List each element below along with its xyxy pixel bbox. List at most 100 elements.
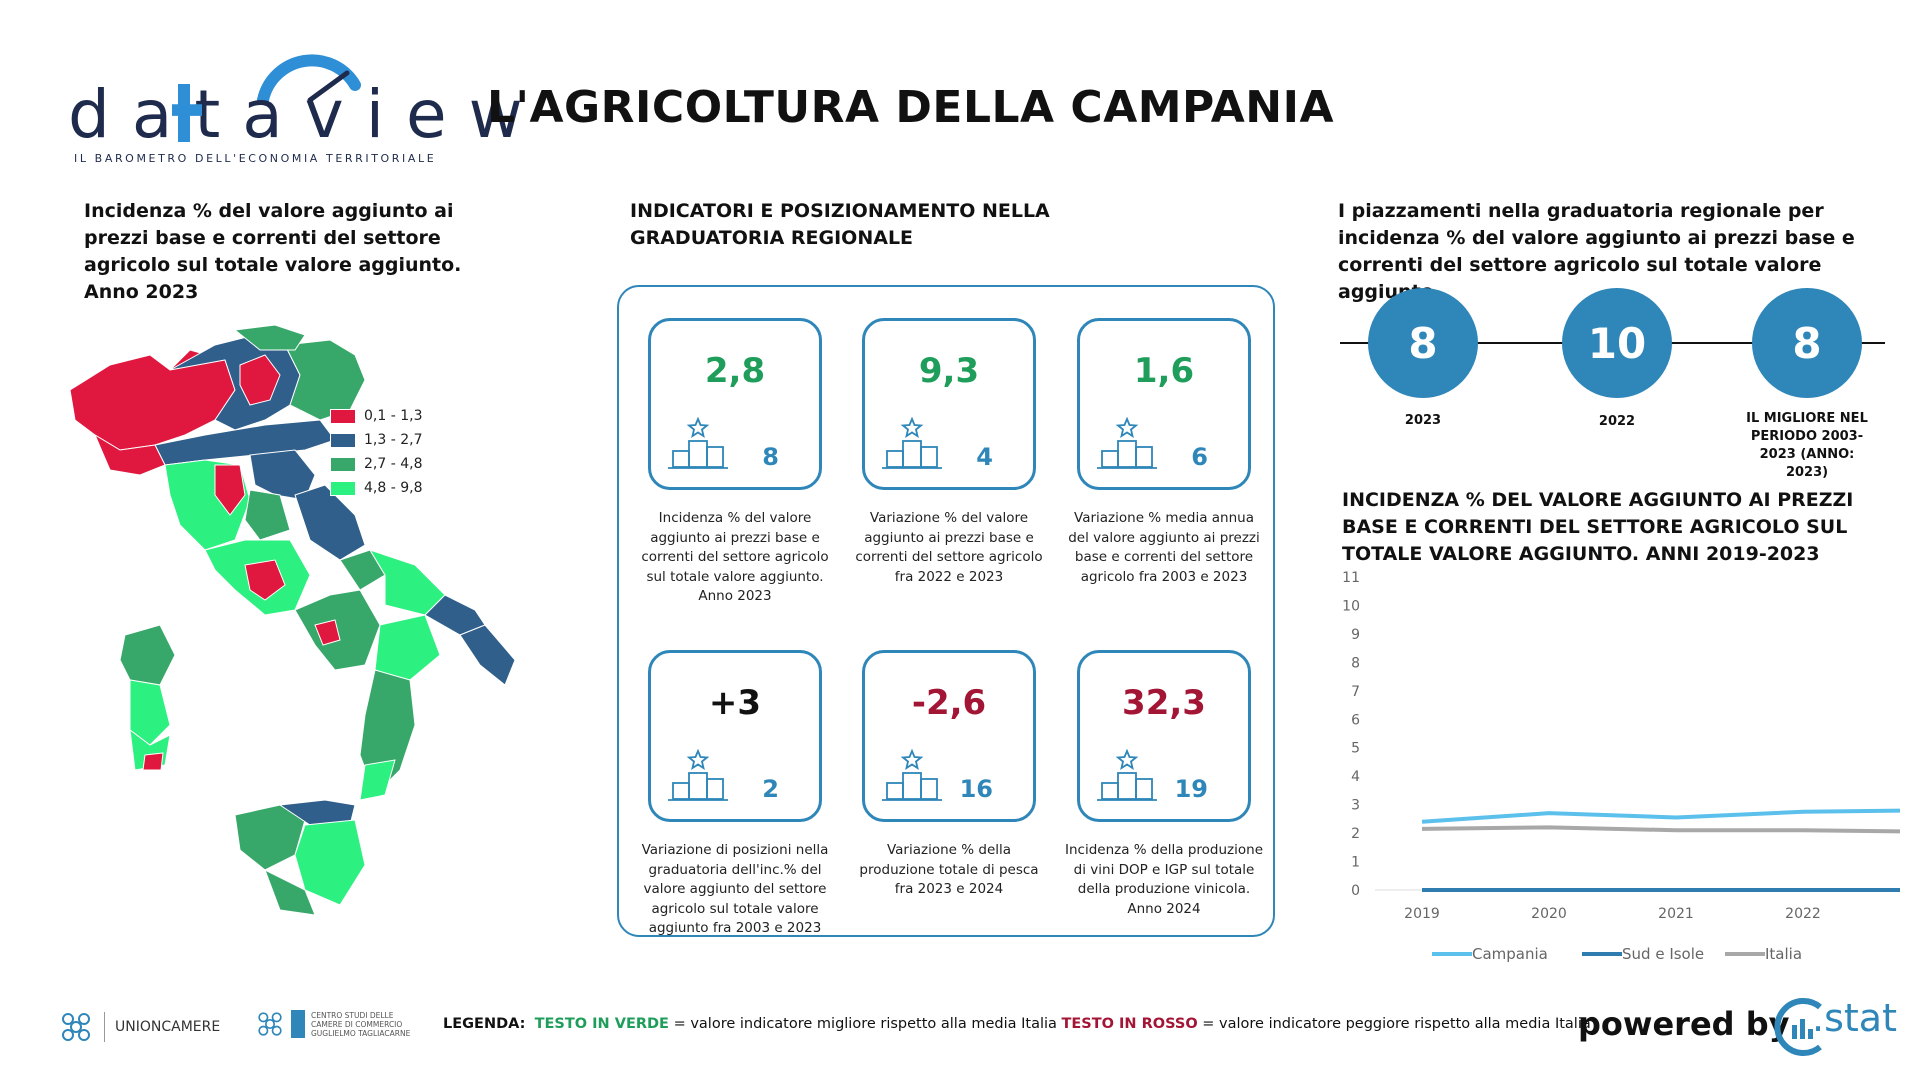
rank-label-2023: 2023: [1404, 413, 1442, 428]
y-tick-label: 7: [1351, 684, 1360, 700]
indicator-card: 2,8 8: [648, 318, 822, 490]
map-region-trentino: [233, 325, 306, 351]
map-region-naples: [314, 619, 341, 646]
indicator-rank: 4: [976, 443, 993, 471]
x-tick-label: 2020: [1531, 906, 1567, 922]
indicator-card: +3 2: [648, 650, 822, 822]
map-legend-item: 1,3 - 2,7: [330, 428, 422, 452]
indicator-value: 1,6: [1133, 351, 1195, 391]
rank-circle-2022: 10: [1562, 288, 1672, 398]
map-region-sicily-north: [278, 799, 356, 826]
map-legend-item: 0,1 - 1,3: [330, 404, 422, 428]
footer-green-text: TESTO IN VERDE: [534, 1016, 669, 1032]
tagliacarne-line: GUGLIELMO TAGLIACARNE: [311, 1028, 411, 1038]
map-region-cagliari: [142, 752, 164, 771]
indicator-description: Variazione % del valore aggiunto ai prez…: [855, 510, 1043, 585]
legend-label: Italia: [1765, 945, 1802, 963]
legend-label: Sud e Isole: [1622, 945, 1704, 963]
map-region-rome: [244, 559, 286, 601]
podium-icon: [1097, 749, 1157, 801]
map-region-salento: [459, 624, 516, 686]
indicator-value: 9,3: [918, 351, 980, 391]
y-tick-label: 10: [1342, 598, 1360, 614]
unioncamere-label: UNIONCAMERE: [115, 1019, 221, 1035]
y-tick-label: 11: [1342, 570, 1360, 586]
tagliacarne-t-icon: [291, 1010, 305, 1038]
map-region-sicily-south: [264, 868, 316, 916]
footer-red-text: TESTO IN ROSSO: [1061, 1016, 1198, 1032]
series-line-italia: [1421, 825, 1900, 834]
map-region-umbria: [244, 489, 291, 541]
rank-label-2022: 2022: [1598, 414, 1636, 429]
podium-icon: [668, 417, 728, 469]
indicator-value: +3: [708, 683, 762, 723]
tagliacarne-line: CAMERE DI COMMERCIO: [311, 1019, 403, 1029]
footer-legend: LEGENDA: TESTO IN VERDE = valore indicat…: [443, 1016, 1591, 1032]
legend-label: 4,8 - 9,8: [364, 480, 423, 496]
y-tick-label: 8: [1351, 655, 1360, 671]
map-region-tuscany-red: [214, 464, 246, 516]
legend-label: 0,1 - 1,3: [364, 408, 423, 424]
y-tick-label: 1: [1351, 855, 1360, 871]
map-region-puglia-north: [368, 549, 446, 616]
y-tick-label: 3: [1351, 798, 1360, 814]
legend-label: Campania: [1472, 945, 1548, 963]
legend-label: 1,3 - 2,7: [364, 432, 423, 448]
indicator-description: Incidenza % del valore aggiunto ai prezz…: [641, 510, 829, 604]
y-tick-label: 6: [1351, 712, 1360, 728]
map-legend-item: 4,8 - 9,8: [330, 476, 422, 500]
legend-swatch-light-green: [330, 480, 356, 496]
rank-label-best: IL MIGLIORE NEL PERIODO 2003-2023 (ANNO:…: [1746, 411, 1868, 480]
chart-title: INCIDENZA % DEL VALORE AGGIUNTO AI PREZZ…: [1342, 489, 1854, 565]
y-tick-label: 5: [1351, 741, 1360, 757]
map-region-sardinia-center: [129, 679, 171, 746]
indicator-description: Variazione di posizioni nella graduatori…: [641, 842, 829, 936]
legend-swatch-red: [330, 408, 356, 424]
indicator-description: Variazione % della produzione totale di …: [859, 842, 1039, 897]
indicator-value: -2,6: [911, 683, 987, 723]
y-tick-label: 0: [1351, 883, 1360, 899]
x-tick-label: 2019: [1404, 906, 1440, 922]
indicator-card: -2,6 16: [862, 650, 1036, 822]
indicator-description: Variazione % media annua del valore aggi…: [1068, 510, 1260, 585]
logo: [60, 40, 440, 170]
logo-subtitle: IL BAROMETRO DELL'ECONOMIA TERRITORIALE: [74, 152, 437, 165]
map-legend-item: 2,7 - 4,8: [330, 452, 422, 476]
indicator-value: 2,8: [704, 351, 766, 391]
legend-label: 2,7 - 4,8: [364, 456, 423, 472]
podium-icon: [668, 749, 728, 801]
page-title: L'AGRICOLTURA DELLA CAMPANIA: [487, 82, 1335, 133]
indicators-title: INDICATORI E POSIZIONAMENTO NELLA GRADUA…: [630, 200, 1050, 249]
line-chart: 0123456789101120192020202120222023Campan…: [1342, 570, 1900, 963]
map-region-abruzzo: [294, 484, 366, 561]
cstat-icon: [1774, 998, 1822, 1056]
indicators-panel: [617, 285, 1275, 937]
y-tick-label: 9: [1351, 627, 1360, 643]
x-tick-label: 2021: [1658, 906, 1694, 922]
podium-icon: [882, 749, 942, 801]
tagliacarne-logo: CENTRO STUDI DELLE CAMERE DI COMMERCIO G…: [255, 1008, 410, 1040]
indicator-rank: 2: [762, 775, 779, 803]
rank-circle-best: 8: [1752, 288, 1862, 398]
indicator-description: Incidenza % della produzione di vini DOP…: [1064, 842, 1264, 917]
indicator-rank: 8: [762, 443, 779, 471]
indicator-rank: 19: [1174, 775, 1208, 803]
x-tick-label: 2022: [1785, 906, 1821, 922]
podium-icon: [882, 417, 942, 469]
legend-swatch-blue: [330, 432, 356, 448]
logo-wordmark: dataview: [68, 76, 545, 153]
y-tick-label: 2: [1351, 826, 1360, 842]
powered-by-label: powered by: [1578, 1005, 1790, 1043]
series-line-campania: [1421, 808, 1900, 824]
indicator-card: 1,6 6: [1077, 318, 1251, 490]
legend-swatch-green: [330, 456, 356, 472]
rankings-title: I piazzamenti nella graduatoria regional…: [1338, 200, 1855, 303]
map-region-puglia-bari: [424, 594, 486, 636]
tagliacarne-text: CENTRO STUDI DELLE CAMERE DI COMMERCIO G…: [311, 1011, 410, 1038]
map-legend: 0,1 - 1,3 1,3 - 2,7 2,7 - 4,8 4,8 - 9,8: [330, 404, 422, 500]
map-section-title: Incidenza % del valore aggiunto ai prezz…: [84, 200, 462, 303]
unioncamere-icon: [62, 1013, 90, 1041]
rank-circle-2023: 8: [1368, 288, 1478, 398]
italy-map: [69, 325, 516, 916]
indicator-rank: 16: [959, 775, 993, 803]
